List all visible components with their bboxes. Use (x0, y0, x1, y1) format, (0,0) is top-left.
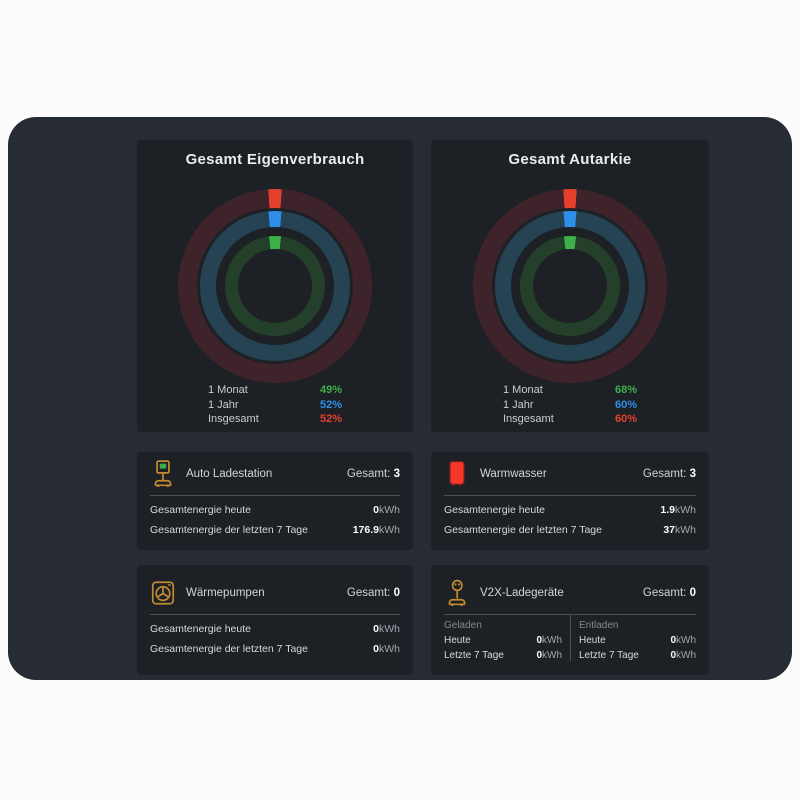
legend-row-1-jahr: 1 Jahr 60% (503, 398, 637, 413)
card-header: Warmwasser Gesamt: 3 (444, 458, 696, 496)
stat-row-7-tage: Gesamtenergie der letzten 7 Tage 37kWh (444, 516, 696, 536)
charging-station-icon (154, 460, 172, 488)
gesamt-total: Gesamt: 0 (643, 587, 696, 599)
legend-row-1-jahr: 1 Jahr 52% (208, 398, 342, 413)
gesamt-value: 0 (393, 587, 400, 599)
legend-value: 60% (614, 398, 637, 411)
stat-value: 176.9kWh (352, 524, 400, 536)
card-title: Warmwasser (480, 468, 547, 480)
water-heater-icon (449, 461, 465, 487)
gesamt-label: Gesamt: (346, 587, 391, 599)
card-header: Auto Ladestation Gesamt: 3 (150, 458, 400, 496)
stat-value: 0kWh (670, 650, 696, 661)
stat-label: Letzte 7 Tage (444, 650, 504, 661)
legend-label: 1 Jahr (208, 398, 239, 411)
legend-label: Insgesamt (208, 413, 259, 425)
stat-label: Gesamtenergie der letzten 7 Tage (150, 524, 308, 536)
legend-label: 1 Jahr (503, 398, 534, 411)
gesamt-value: 0 (689, 587, 696, 599)
card-title: Auto Ladestation (186, 468, 273, 480)
stat-value: 0kWh (373, 504, 400, 516)
stat-label: Gesamtenergie heute (150, 623, 251, 635)
v2x-column-entladen: Entladen Heute 0kWh Letzte 7 Tage 0kWh (570, 615, 696, 661)
column-header: Entladen (579, 620, 619, 631)
stat-row-heute: Gesamtenergie heute 0kWh (150, 496, 400, 516)
stat-label: Gesamtenergie der letzten 7 Tage (150, 643, 308, 655)
stat-label: Gesamtenergie heute (444, 504, 545, 516)
legend-row-1-monat: 1 Monat 68% (503, 383, 637, 398)
eigenverbrauch-legend: 1 Monat 49% 1 Jahr 52% Insgesamt 52% (208, 383, 342, 427)
stat-value: 1.9kWh (660, 504, 696, 516)
ring-hole (238, 249, 312, 323)
legend-row-1-monat: 1 Monat 49% (208, 383, 342, 398)
stat-row-7-tage: Gesamtenergie der letzten 7 Tage 176.9kW… (150, 516, 400, 536)
stat-row-7-tage: Letzte 7 Tage 0kWh (444, 646, 562, 661)
v2x-columns: Geladen Heute 0kWh Letzte 7 Tage 0kWh En… (444, 615, 696, 661)
stat-value: 0kWh (536, 650, 562, 661)
legend-label: 1 Monat (208, 384, 248, 396)
gesamt-label: Gesamt: (642, 587, 687, 599)
gesamt-total: Gesamt: 3 (347, 468, 400, 480)
ring-1-monat (520, 236, 620, 336)
card-header: V2X-Ladegeräte Gesamt: 0 (444, 577, 696, 615)
card-auto-ladestation: Auto Ladestation Gesamt: 3 Gesamtenergie… (137, 452, 413, 550)
panel-title-eigenverbrauch: Gesamt Eigenverbrauch (185, 151, 365, 168)
heat-pump-icon (151, 581, 175, 605)
legend-row-insgesamt: Insgesamt 52% (208, 412, 342, 427)
stat-value: 0kWh (536, 635, 562, 646)
stat-row-heute: Heute 0kWh (579, 631, 696, 646)
autarkie-donut-chart (473, 189, 667, 383)
card-warmwasser: Warmwasser Gesamt: 3 Gesamtenergie heute… (431, 452, 709, 550)
stat-row-heute: Heute 0kWh (444, 631, 562, 646)
gesamt-value: 3 (393, 468, 400, 480)
stat-row-7-tage: Gesamtenergie der letzten 7 Tage 0kWh (150, 635, 400, 655)
legend-label: 1 Monat (503, 384, 543, 396)
stat-row-heute: Gesamtenergie heute 0kWh (150, 615, 400, 635)
card-v2x-ladegeraete: V2X-Ladegeräte Gesamt: 0 Geladen Heute 0… (431, 565, 709, 675)
v2x-column-geladen: Geladen Heute 0kWh Letzte 7 Tage 0kWh (444, 615, 570, 661)
stat-value: 0kWh (373, 643, 400, 655)
card-waermepumpen: Wärmepumpen Gesamt: 0 Gesamtenergie heut… (137, 565, 413, 675)
card-title: Wärmepumpen (186, 587, 265, 599)
card-title: V2X-Ladegeräte (480, 587, 564, 599)
stat-row-heute: Gesamtenergie heute 1.9kWh (444, 496, 696, 516)
ring-hole (533, 249, 607, 323)
card-header: Wärmepumpen Gesamt: 0 (150, 577, 400, 615)
stat-label: Gesamtenergie heute (150, 504, 251, 516)
gesamt-total: Gesamt: 0 (347, 587, 400, 599)
stat-value: 0kWh (670, 635, 696, 646)
gesamt-value: 3 (689, 468, 696, 480)
autarkie-legend: 1 Monat 68% 1 Jahr 60% Insgesamt 60% (503, 383, 637, 427)
panel-eigenverbrauch: Gesamt Eigenverbrauch 1 Monat 49% 1 Jahr… (137, 140, 413, 432)
ring-1-monat (225, 236, 325, 336)
stat-label: Heute (579, 635, 606, 646)
eigenverbrauch-donut-chart (178, 189, 372, 383)
legend-label: Insgesamt (503, 413, 554, 425)
legend-value: 52% (319, 398, 342, 411)
stat-label: Gesamtenergie der letzten 7 Tage (444, 524, 602, 536)
panel-autarkie: Gesamt Autarkie 1 Monat 68% 1 Jahr 60% I… (431, 140, 709, 432)
gesamt-label: Gesamt: (346, 468, 391, 480)
gesamt-total: Gesamt: 3 (643, 468, 696, 480)
v2x-charger-icon (448, 579, 466, 607)
legend-value: 52% (319, 413, 342, 425)
stat-label: Heute (444, 635, 471, 646)
legend-value: 49% (319, 384, 342, 396)
panel-title-autarkie: Gesamt Autarkie (508, 151, 632, 168)
legend-value: 68% (614, 384, 637, 396)
gesamt-label: Gesamt: (642, 468, 687, 480)
dashboard-container: Gesamt Eigenverbrauch 1 Monat 49% 1 Jahr… (8, 117, 792, 680)
stat-row-7-tage: Letzte 7 Tage 0kWh (579, 646, 696, 661)
stat-value: 0kWh (373, 623, 400, 635)
stat-label: Letzte 7 Tage (579, 650, 639, 661)
column-header: Geladen (444, 620, 482, 631)
stat-value: 37kWh (663, 524, 696, 536)
legend-row-insgesamt: Insgesamt 60% (503, 412, 637, 427)
legend-value: 60% (614, 413, 637, 425)
